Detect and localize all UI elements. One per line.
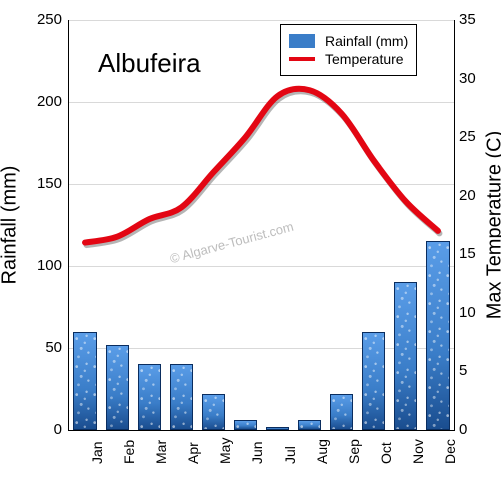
x-tick: Oct — [378, 442, 394, 464]
y2-axis-title: Max Temperature (C) — [484, 131, 501, 320]
y1-tick: 50 — [22, 339, 62, 356]
y1-axis-title: Rainfall (mm) — [0, 166, 22, 285]
x-tick: Mar — [153, 440, 169, 464]
legend-swatch-line — [289, 57, 315, 61]
temperature-line — [85, 89, 438, 243]
legend-label: Temperature — [325, 51, 404, 67]
y2-tick: 35 — [459, 11, 489, 28]
y1-tick: 200 — [22, 93, 62, 110]
y2-tick: 5 — [459, 362, 489, 379]
x-tick: Dec — [442, 439, 458, 464]
y1-tick: 250 — [22, 11, 62, 28]
x-tick: Jan — [89, 441, 105, 464]
y1-tick: 0 — [22, 421, 62, 438]
x-tick: Feb — [121, 440, 137, 464]
x-tick: Jul — [282, 446, 298, 464]
y2-tick: 0 — [459, 421, 489, 438]
y1-tick: 100 — [22, 257, 62, 274]
x-tick: Sep — [346, 439, 362, 464]
chart-title: Albufeira — [98, 48, 201, 79]
legend-row: Temperature — [289, 51, 408, 67]
x-tick: May — [217, 438, 233, 464]
y2-tick: 30 — [459, 70, 489, 87]
legend-swatch-bar — [289, 34, 315, 48]
x-tick: Jun — [249, 441, 265, 464]
y1-tick: 150 — [22, 175, 62, 192]
temperature-line-layer — [69, 20, 454, 430]
legend-row: Rainfall (mm) — [289, 33, 408, 49]
x-tick: Aug — [314, 439, 330, 464]
x-tick: Apr — [185, 442, 201, 464]
legend-label: Rainfall (mm) — [325, 33, 408, 49]
x-tick: Nov — [410, 439, 426, 464]
plot-area — [68, 20, 455, 431]
legend: Rainfall (mm) Temperature — [280, 24, 417, 76]
